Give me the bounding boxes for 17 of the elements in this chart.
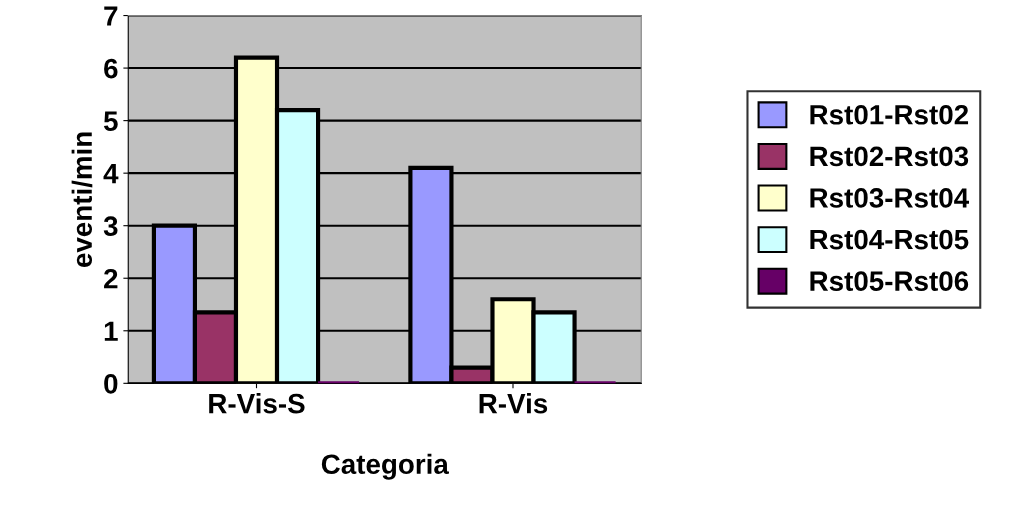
y-axis-title: eventi/min — [71, 132, 93, 268]
legend-label: Rst05-Rst06 — [810, 271, 969, 291]
x-tick-label: R-Vis — [479, 393, 548, 414]
legend-label: Rst04-Rst05 — [810, 229, 969, 250]
y-tick-label: 1 — [104, 321, 118, 341]
legend-label: Rst02-Rst03 — [810, 146, 969, 167]
y-tick-label: 0 — [104, 373, 118, 394]
x-axis-title: Categoria — [321, 453, 449, 480]
y-tick-label: 5 — [103, 111, 118, 131]
y-tick-label: 2 — [104, 268, 118, 289]
y-tick-label: 7 — [104, 6, 118, 26]
y-tick-label: 3 — [103, 216, 118, 237]
y-tick-label: 6 — [104, 58, 118, 79]
legend-label: Rst03-Rst04 — [810, 188, 969, 208]
y-tick-label: 4 — [103, 164, 119, 184]
x-tick-label: R-Vis-S — [209, 393, 305, 414]
legend-label: Rst01-Rst02 — [810, 104, 969, 125]
